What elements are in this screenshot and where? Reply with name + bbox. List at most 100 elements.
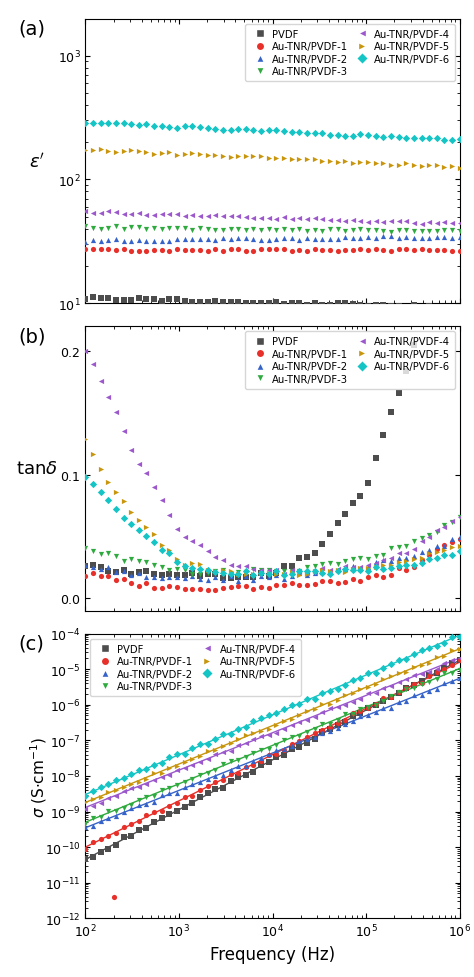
Point [104, 777, 112, 792]
Point [280, 568, 288, 583]
Point [426, 668, 433, 684]
Point [97, 795, 104, 811]
Point [250, 568, 257, 583]
Point [326, 212, 334, 228]
Point [112, 242, 119, 258]
Point [120, 116, 128, 132]
Point [204, 582, 211, 598]
Point [181, 222, 189, 237]
Point [456, 653, 464, 668]
Point [273, 746, 280, 762]
Point [280, 578, 288, 594]
Point [173, 746, 181, 762]
Point [128, 776, 135, 791]
Point [150, 815, 158, 830]
Point [311, 722, 319, 738]
Point [303, 298, 311, 314]
Point [356, 562, 364, 577]
Point [349, 563, 356, 578]
Point [448, 156, 456, 172]
Point [334, 562, 341, 577]
Point [326, 154, 334, 170]
Point [441, 656, 448, 671]
Point [295, 151, 303, 167]
Point [448, 531, 456, 547]
Point [257, 233, 265, 248]
Point [288, 739, 295, 754]
Point [165, 508, 173, 524]
Point [120, 780, 128, 795]
Point [395, 653, 402, 668]
Point [334, 717, 341, 733]
Point [211, 122, 219, 138]
Point [319, 697, 326, 712]
Point [356, 692, 364, 707]
Point [211, 769, 219, 785]
Point [109, 889, 117, 905]
Point [356, 214, 364, 230]
Point [372, 697, 380, 712]
Point [242, 719, 250, 735]
Point [227, 149, 234, 165]
Point [326, 527, 334, 542]
Point [128, 817, 135, 832]
Point [189, 243, 196, 259]
Point [104, 204, 112, 220]
Point [319, 126, 326, 142]
Point [380, 298, 387, 314]
Point [326, 222, 334, 237]
Point [112, 485, 119, 500]
Point [387, 668, 395, 684]
Point [402, 563, 410, 578]
Point [196, 120, 204, 136]
Point [418, 674, 425, 690]
Point [112, 826, 119, 841]
Point [456, 132, 464, 148]
Point [257, 563, 265, 578]
Point [380, 570, 387, 585]
Point [211, 743, 219, 758]
Point [402, 681, 410, 697]
Point [410, 647, 418, 662]
Point [204, 752, 211, 768]
Point [410, 242, 418, 258]
Point [227, 295, 234, 311]
Point [234, 573, 242, 589]
Point [380, 230, 387, 245]
Point [273, 564, 280, 579]
Point [89, 290, 97, 306]
Point [143, 145, 150, 160]
Point [128, 567, 135, 582]
Point [441, 223, 448, 238]
Point [234, 294, 242, 310]
Point [295, 243, 303, 259]
Point [97, 116, 104, 132]
Point [196, 572, 204, 587]
Point [143, 771, 150, 786]
Point [158, 119, 165, 135]
Point [441, 542, 448, 558]
Point [211, 294, 219, 310]
Point [265, 233, 273, 248]
Point [295, 296, 303, 312]
Point [265, 746, 273, 762]
Point [82, 234, 89, 250]
Point [280, 210, 288, 226]
Point [227, 567, 234, 582]
Point [273, 242, 280, 258]
Point [441, 215, 448, 231]
Point [365, 128, 372, 144]
Point [326, 724, 334, 740]
Point [158, 492, 165, 508]
Point [135, 792, 143, 808]
Point [204, 573, 211, 588]
Point [349, 572, 356, 587]
Point [433, 542, 441, 558]
Point [365, 561, 372, 576]
Point [380, 156, 387, 172]
Point [402, 550, 410, 566]
Point [280, 559, 288, 574]
Point [356, 551, 364, 567]
Point [82, 540, 89, 556]
Point [380, 547, 387, 563]
